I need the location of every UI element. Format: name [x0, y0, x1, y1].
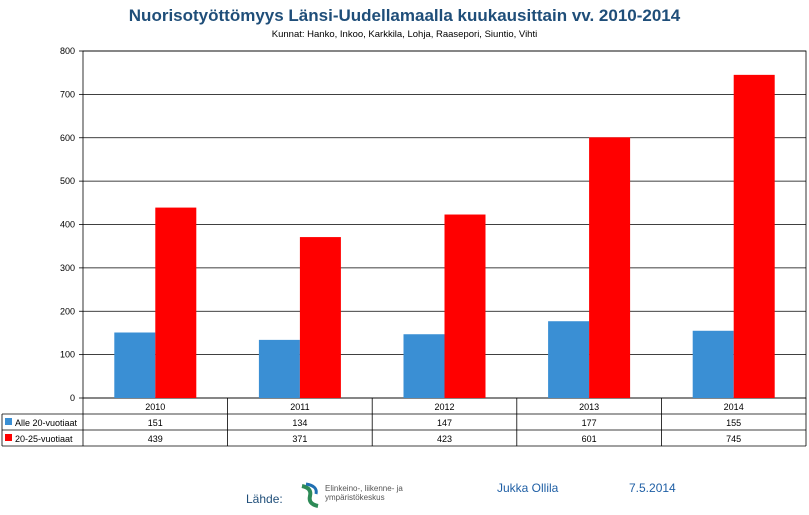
- y-tick-label: 800: [60, 46, 75, 56]
- data-label: 439: [148, 434, 163, 444]
- data-label: 155: [726, 418, 741, 428]
- bar-2010-series-2: [155, 207, 197, 398]
- bar-2010-series-1: [114, 332, 156, 398]
- bar-2013-series-1: [548, 321, 590, 398]
- data-label: 147: [437, 418, 452, 428]
- y-tick-label: 0: [70, 393, 75, 403]
- x-category-label: 2014: [724, 402, 744, 412]
- bar-2013-series-2: [589, 137, 631, 398]
- legend-label: Alle 20-vuotiaat: [15, 418, 78, 428]
- y-tick-label: 100: [60, 350, 75, 360]
- data-label: 134: [292, 418, 307, 428]
- author: Jukka Ollila: [497, 481, 559, 495]
- logo-text-line1: Elinkeino-, liikenne- ja: [325, 484, 403, 493]
- legend-label: 20-25-vuotiaat: [15, 434, 73, 444]
- chart-subtitle: Kunnat: Hanko, Inkoo, Karkkila, Lohja, R…: [271, 29, 538, 40]
- chart-title: Nuorisotyöttömyys Länsi-Uudellamaalla ku…: [128, 6, 681, 25]
- y-tick-label: 400: [60, 220, 75, 230]
- logo-text-line2: ympäristökeskus: [325, 493, 385, 502]
- x-category-label: 2010: [145, 402, 165, 412]
- ely-logo-text: Elinkeino-, liikenne- ja ympäristökeskus: [325, 484, 403, 502]
- bar-2014-series-2: [733, 74, 775, 398]
- source-label: Lähde:: [246, 492, 283, 506]
- x-category-label: 2013: [579, 402, 599, 412]
- date: 7.5.2014: [629, 481, 676, 495]
- bar-2011-series-2: [299, 237, 341, 398]
- y-tick-label: 200: [60, 306, 75, 316]
- ely-logo: Elinkeino-, liikenne- ja ympäristökeskus: [296, 479, 416, 511]
- bar-2014-series-1: [692, 330, 734, 398]
- y-tick-label: 700: [60, 89, 75, 99]
- legend-swatch: [5, 434, 12, 441]
- bar-2011-series-1: [258, 339, 300, 398]
- y-tick-label: 300: [60, 263, 75, 273]
- bar-2012-series-1: [403, 334, 445, 398]
- ely-logo-icon: [301, 482, 319, 508]
- data-label: 371: [292, 434, 307, 444]
- data-label: 177: [582, 418, 597, 428]
- x-category-label: 2011: [290, 402, 309, 412]
- x-category-label: 2012: [434, 402, 454, 412]
- data-label: 745: [726, 434, 741, 444]
- bar-chart: 0 100 200 300 400 500 600 700 800 2010 151 439 2011 1…: [1, 46, 807, 447]
- data-label: 151: [148, 418, 163, 428]
- y-tick-label: 600: [60, 133, 75, 143]
- data-label: 601: [582, 434, 597, 444]
- data-label: 423: [437, 434, 452, 444]
- bar-2012-series-2: [444, 214, 486, 398]
- y-tick-label: 500: [60, 176, 75, 186]
- legend-swatch: [5, 418, 12, 425]
